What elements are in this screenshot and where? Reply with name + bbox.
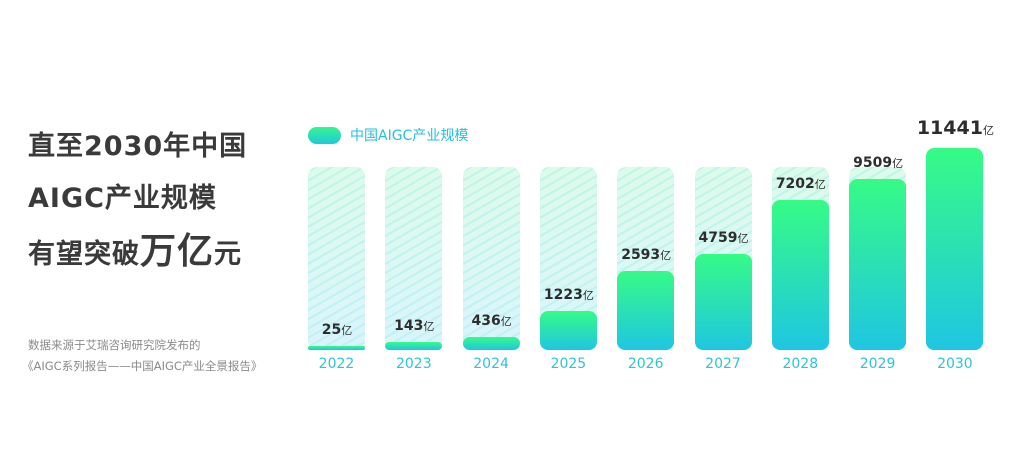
x-tick-label: 2025: [550, 356, 587, 372]
value-unit: 亿: [423, 320, 435, 333]
headline-line2: AIGC产业规模: [28, 183, 217, 214]
bar-background: [385, 167, 443, 350]
bar-2025: [539, 311, 597, 350]
x-tick-label: 2028: [782, 356, 819, 372]
x-tick-label: 2023: [395, 356, 432, 372]
value-number: 11441: [916, 117, 983, 139]
bar-background: [308, 167, 365, 350]
bar-2023: [385, 342, 443, 350]
value-unit: 亿: [582, 289, 594, 302]
value-label-2027: 4759亿: [674, 230, 774, 246]
value-label-2023: 143亿: [364, 318, 464, 334]
value-unit: 亿: [660, 249, 672, 262]
value-number: 436: [471, 313, 501, 329]
value-unit: 亿: [341, 324, 353, 337]
headline-line1: 直至2030年中国: [28, 131, 248, 162]
value-label-2022: 25亿: [287, 322, 387, 338]
x-tick-label: 2022: [318, 356, 355, 372]
value-number: 4759: [698, 230, 738, 246]
value-unit: 亿: [737, 232, 749, 245]
value-number: 2593: [621, 247, 661, 263]
legend-label: 中国AIGC产业规模: [350, 128, 469, 144]
value-label-2029: 9509亿: [828, 155, 928, 171]
legend-swatch: [308, 126, 341, 144]
value-label-2024: 436亿: [442, 313, 542, 329]
bar-2024: [462, 337, 520, 350]
value-number: 1223: [543, 287, 583, 303]
value-unit: 亿: [500, 315, 512, 328]
value-number: 9509: [853, 155, 893, 171]
value-number: 7202: [775, 176, 815, 192]
value-label-2030: 11441亿: [905, 117, 1005, 139]
source-line1: 数据来源于艾瑞咨询研究院发布的: [28, 338, 201, 352]
x-tick-label: 2024: [473, 356, 509, 372]
bar-2027: [694, 254, 752, 350]
legend: 中国AIGC产业规模: [308, 125, 468, 145]
x-tick-label: 2026: [627, 356, 664, 372]
headline-prefix: 有望突破: [28, 239, 140, 270]
headline-suffix: 元: [214, 239, 243, 270]
value-label-2025: 1223亿: [519, 287, 619, 303]
value-unit: 亿: [814, 178, 826, 191]
bar-2029: [849, 179, 907, 350]
bar-2022: [308, 346, 365, 350]
bar-2026: [617, 271, 675, 350]
value-label-2026: 2593亿: [596, 247, 696, 263]
x-tick-label: 2029: [859, 356, 896, 372]
bar-background: [462, 167, 520, 350]
x-tick-label: 2030: [937, 356, 973, 372]
bar-2030: [926, 148, 984, 350]
value-unit: 亿: [982, 124, 994, 137]
value-unit: 亿: [892, 157, 904, 170]
source-line2: 《AIGC系列报告——中国AIGC产业全景报告》: [22, 359, 263, 373]
headline-line3: 有望突破万亿元: [28, 222, 242, 274]
value-number: 25: [321, 322, 342, 338]
value-label-2028: 7202亿: [751, 176, 851, 192]
bar-2028: [771, 200, 829, 350]
x-tick-label: 2027: [705, 356, 741, 372]
value-number: 143: [394, 318, 424, 334]
headline-emphasis: 万亿: [140, 231, 215, 272]
